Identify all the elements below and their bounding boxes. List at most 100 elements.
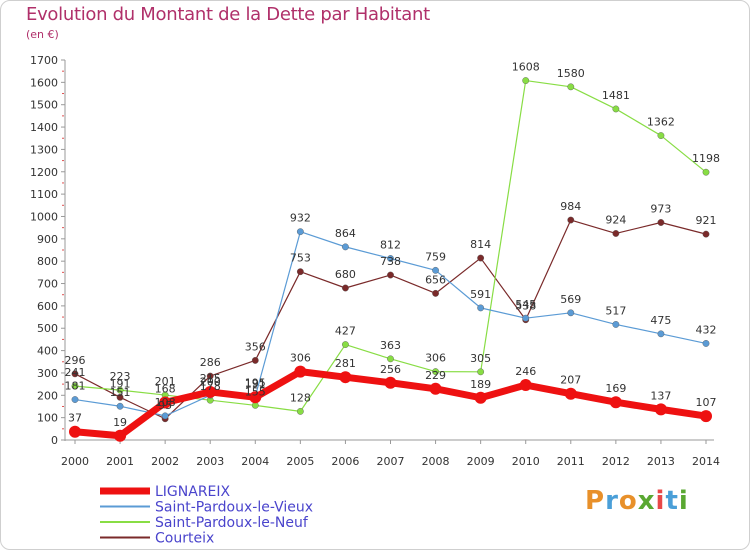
data-label: 223 xyxy=(110,370,131,383)
x-tick-label: 2005 xyxy=(286,455,314,468)
x-tick-label: 2011 xyxy=(557,455,585,468)
data-point xyxy=(114,429,127,442)
logo-letter: P xyxy=(585,486,606,516)
data-label: 191 xyxy=(245,377,266,390)
data-label: 37 xyxy=(68,412,82,425)
y-tick-label: 1700 xyxy=(30,54,58,67)
data-point xyxy=(342,243,349,251)
data-point xyxy=(657,132,665,139)
y-tick-label: 1600 xyxy=(30,76,58,89)
data-label: 178 xyxy=(200,380,221,393)
data-label: 591 xyxy=(470,288,491,301)
data-point xyxy=(204,385,217,398)
data-label: 812 xyxy=(380,238,401,251)
data-label: 475 xyxy=(650,314,671,327)
data-point xyxy=(116,393,124,401)
y-tick-label: 700 xyxy=(37,278,58,291)
y-tick-label: 1100 xyxy=(30,188,58,201)
data-point xyxy=(69,425,81,438)
data-point xyxy=(432,368,439,375)
data-label: 296 xyxy=(65,354,86,367)
chart-title: Evolution du Montant de la Dette par Hab… xyxy=(26,4,430,25)
data-label: 286 xyxy=(200,356,221,369)
data-point xyxy=(564,387,577,400)
data-label: 207 xyxy=(560,374,581,387)
data-label: 1580 xyxy=(557,67,585,80)
data-point xyxy=(294,365,307,378)
data-point xyxy=(702,230,710,238)
x-tick-label: 2004 xyxy=(241,455,269,468)
data-label: 656 xyxy=(425,273,446,286)
data-label: 19 xyxy=(113,416,127,429)
y-tick-label: 800 xyxy=(37,255,58,268)
data-label: 924 xyxy=(605,213,626,226)
data-point xyxy=(384,376,397,389)
data-point xyxy=(519,379,532,392)
y-tick-label: 0 xyxy=(51,434,58,447)
data-label: 738 xyxy=(380,255,401,268)
data-point xyxy=(342,284,349,292)
x-tick-label: 2013 xyxy=(647,455,675,468)
x-tick-label: 2012 xyxy=(602,455,630,468)
axes: 0 100 200 300 400 500 600 700 800 900 1000 1100 1200… xyxy=(30,54,720,468)
legend-label: Saint-Pardoux-le-Vieux xyxy=(155,500,313,516)
data-label: 200 xyxy=(200,375,221,388)
data-label: 95 xyxy=(158,399,172,412)
data-label: 680 xyxy=(335,268,356,281)
data-label: 814 xyxy=(470,238,491,251)
data-point xyxy=(432,289,439,297)
legend-label: Courteix xyxy=(155,531,214,547)
data-label: 155 xyxy=(245,385,266,398)
data-label: 137 xyxy=(650,389,671,402)
data-label: 306 xyxy=(290,352,311,365)
logo-letter: r xyxy=(605,486,619,516)
data-label: 151 xyxy=(110,386,131,399)
data-point xyxy=(567,309,575,317)
data-label: 107 xyxy=(696,396,717,409)
y-tick-label: 1400 xyxy=(30,121,58,134)
y-tick-label: 1500 xyxy=(30,99,58,112)
data-label: 1608 xyxy=(512,61,540,74)
data-label: 195 xyxy=(245,376,266,389)
x-tick-label: 2006 xyxy=(331,455,359,468)
x-tick-label: 2014 xyxy=(692,455,720,468)
data-label: 427 xyxy=(335,325,356,338)
data-point xyxy=(71,382,79,390)
data-label: 759 xyxy=(425,250,446,263)
data-label: 973 xyxy=(650,203,671,216)
data-point xyxy=(477,254,485,262)
data-point xyxy=(477,304,485,312)
x-tick-label: 2000 xyxy=(61,455,89,468)
data-label: 169 xyxy=(605,382,626,395)
data-point xyxy=(609,396,622,409)
data-point xyxy=(612,321,620,328)
x-tick-label: 2001 xyxy=(106,455,134,468)
data-point xyxy=(702,168,710,176)
data-point xyxy=(116,386,124,394)
data-point xyxy=(567,216,575,224)
data-label: 191 xyxy=(110,377,131,390)
data-point xyxy=(71,396,79,403)
logo-letter: x xyxy=(637,486,656,516)
legend-label: LIGNAREIX xyxy=(155,484,231,500)
y-tick-label: 200 xyxy=(37,389,58,402)
series-layer xyxy=(69,77,712,442)
x-tick-label: 2002 xyxy=(151,455,179,468)
y-tick-label: 1300 xyxy=(30,143,58,156)
logo-letter: t xyxy=(665,486,679,516)
data-point xyxy=(612,105,620,113)
data-point xyxy=(387,271,394,279)
data-label: 256 xyxy=(380,363,401,376)
data-label: 569 xyxy=(560,293,581,306)
data-point xyxy=(249,391,262,404)
data-point xyxy=(429,382,442,395)
data-point xyxy=(296,407,304,415)
data-label: 215 xyxy=(200,372,221,385)
data-point xyxy=(251,357,259,364)
y-tick-label: 600 xyxy=(37,300,58,313)
data-point xyxy=(342,341,349,348)
proxiti-logo: Proxiti xyxy=(585,486,689,516)
data-label: 921 xyxy=(696,214,717,227)
data-point xyxy=(654,403,667,416)
data-point xyxy=(206,372,214,380)
